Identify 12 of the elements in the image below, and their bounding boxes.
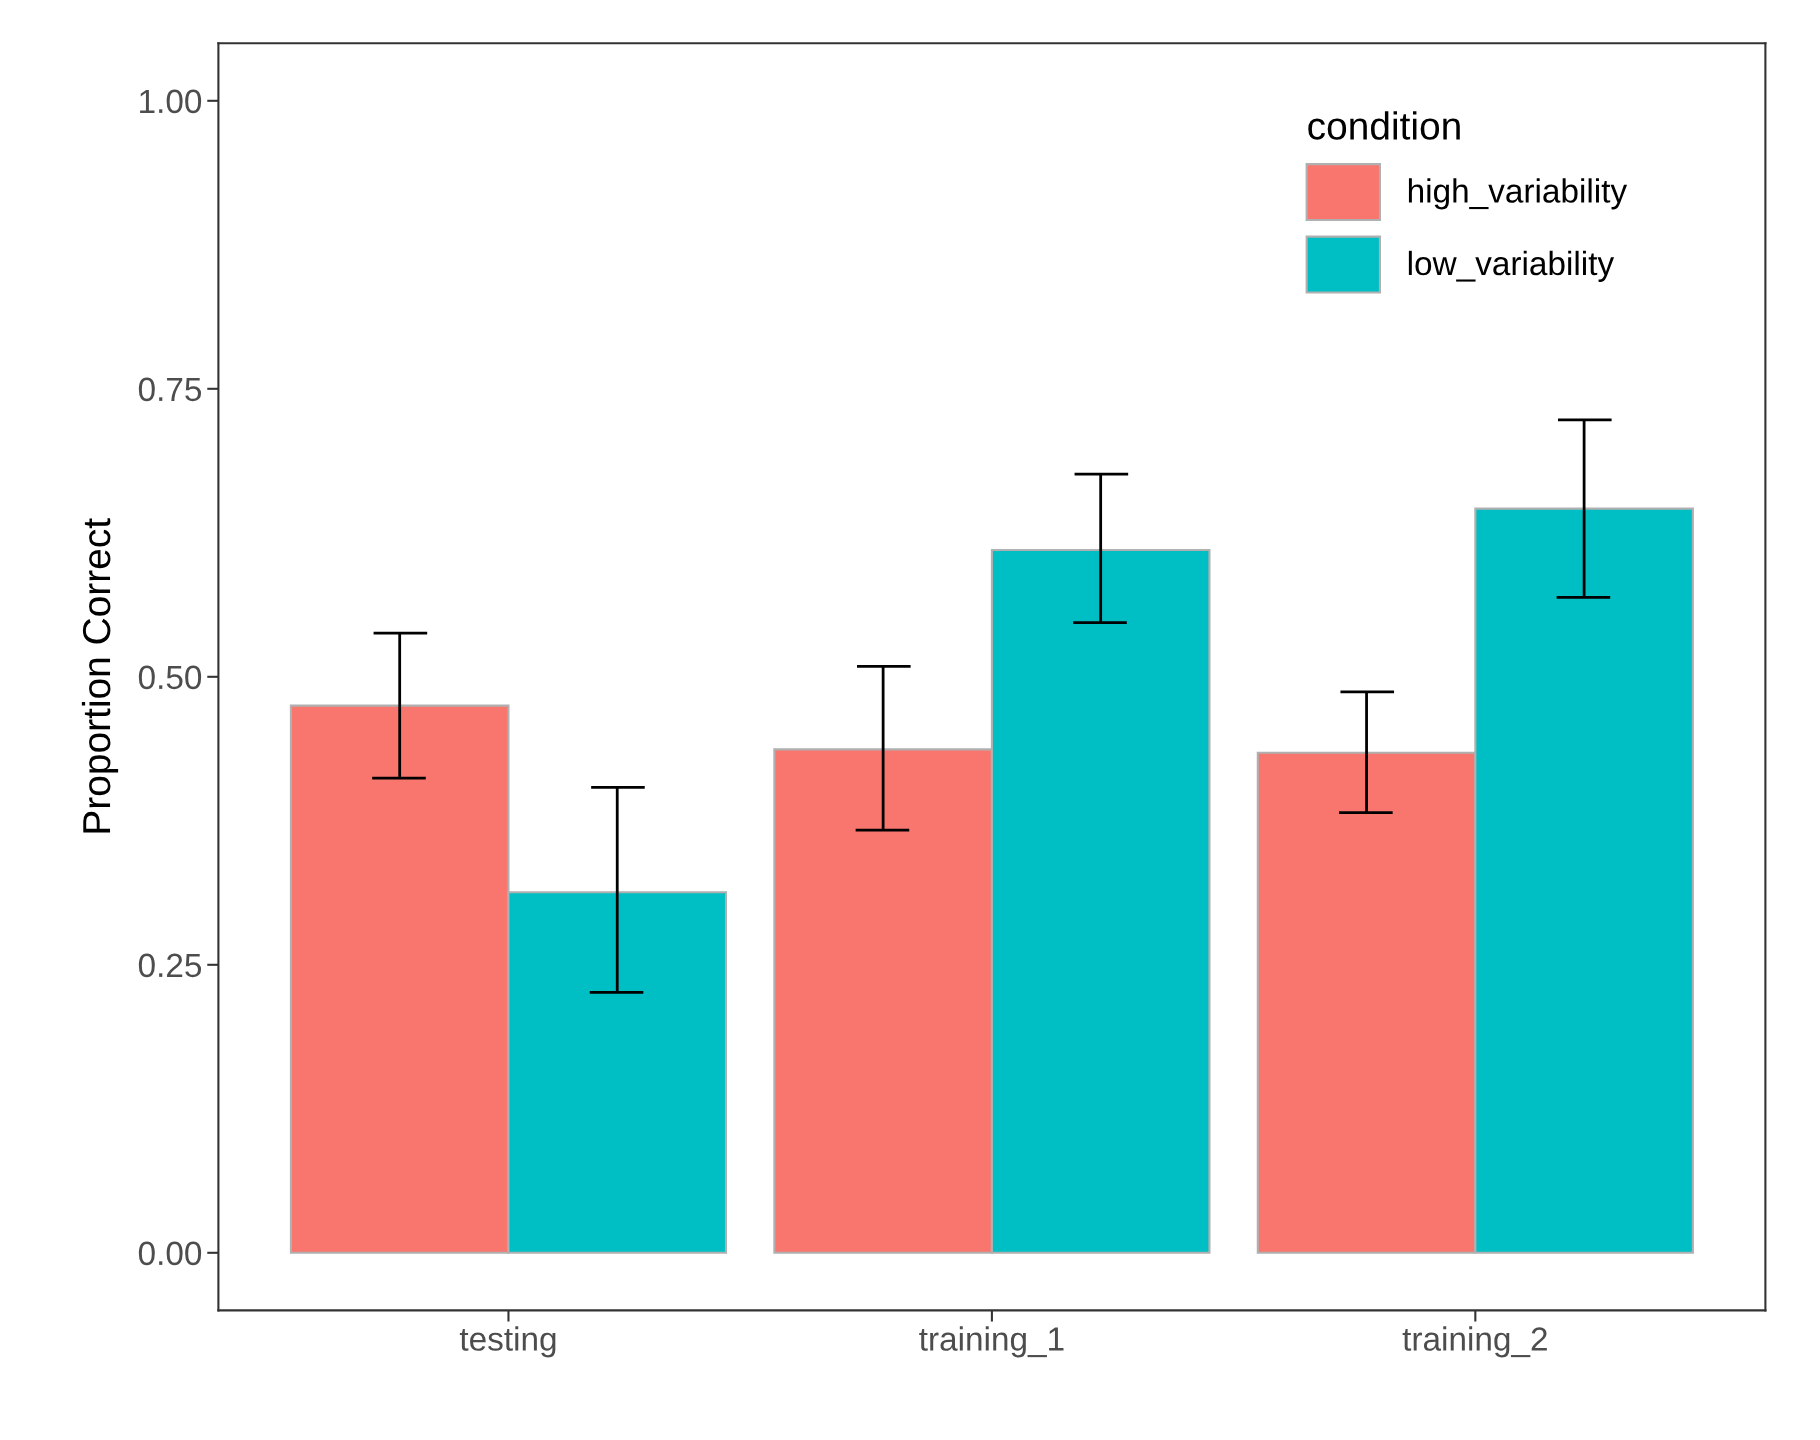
- y-tick-label: 0.25: [138, 953, 202, 978]
- x-tick-label: training_2: [1402, 1326, 1547, 1358]
- y-tick-label: 0.50: [138, 665, 202, 690]
- y-axis-title: Proportion Correct: [81, 518, 119, 833]
- legend-label: high_variability: [1408, 178, 1628, 210]
- legend-label: low_variability: [1408, 250, 1615, 282]
- y-tick-label: 0.00: [138, 1241, 202, 1266]
- x-tick-label: testing: [459, 1326, 556, 1358]
- legend-title: condition: [1308, 111, 1460, 140]
- y-tick-label: 1.00: [140, 89, 202, 114]
- y-tick-label: 0.75: [138, 377, 202, 402]
- x-tick-label: training_1: [919, 1326, 1064, 1358]
